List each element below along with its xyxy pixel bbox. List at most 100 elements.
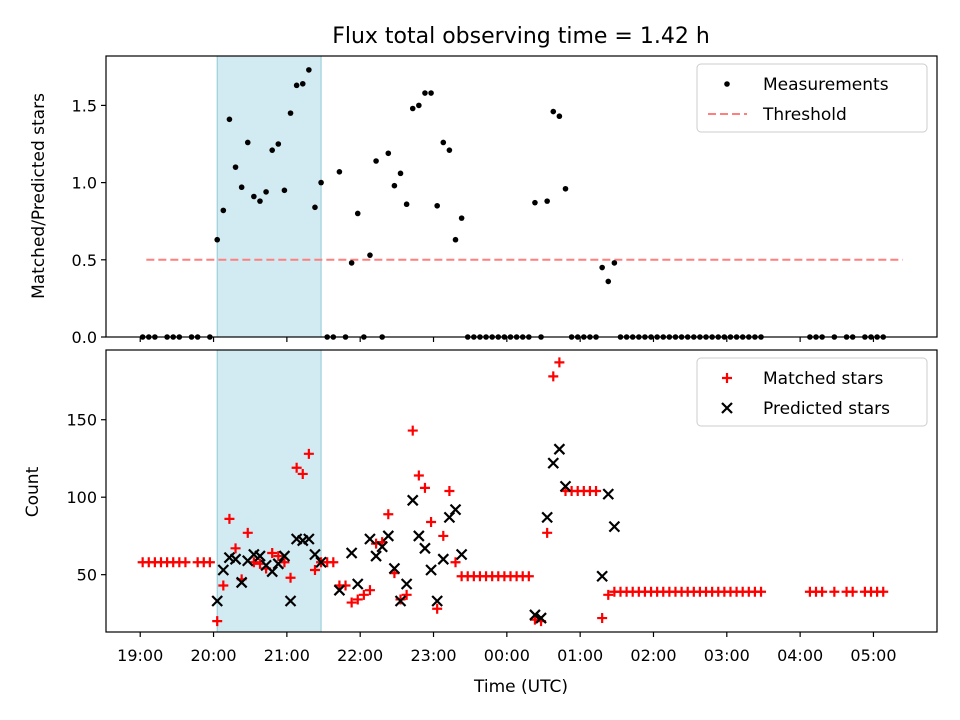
top-y-tick-label: 0.5 — [72, 251, 97, 270]
top-observing-window-band — [216, 55, 322, 338]
measurement-point — [257, 198, 263, 204]
matched-star-point — [413, 470, 424, 481]
predicted-star-point — [309, 548, 321, 561]
measurement-point — [397, 170, 404, 177]
matched-star-point — [180, 557, 191, 568]
predicted-star-point — [596, 570, 608, 582]
measurement-point — [385, 150, 392, 157]
top-legend-label: Threshold — [762, 105, 847, 125]
predicted-star-point — [382, 530, 395, 542]
measurement-point — [348, 260, 355, 266]
matched-star-point — [297, 468, 308, 479]
matched-star-point — [267, 547, 278, 558]
measurement-point — [550, 108, 557, 115]
predicted-star-point — [400, 578, 413, 590]
predicted-star-point — [266, 565, 278, 578]
matched-star-point — [847, 586, 858, 597]
predicted-star-point — [449, 503, 462, 516]
predicted-star-point — [229, 553, 242, 565]
measurement-point — [416, 102, 422, 109]
matched-star-point — [204, 557, 215, 568]
predicted-star-point — [455, 548, 468, 561]
measurement-point — [269, 147, 276, 153]
measurement-point — [367, 252, 373, 258]
measurement-point — [244, 139, 251, 146]
matched-star-point — [212, 616, 223, 627]
predicted-star-point — [602, 488, 615, 500]
measurement-point — [452, 236, 459, 243]
matched-star-point — [591, 486, 602, 496]
bottom-observing-window-band — [216, 349, 322, 633]
predicted-star-point — [437, 553, 450, 565]
measurement-point — [232, 164, 239, 170]
predicted-star-point — [529, 609, 541, 621]
measurement-point — [306, 67, 312, 73]
bottom-y-axis-label: Count — [23, 466, 43, 517]
bottom-y-tick-label: 150 — [66, 411, 97, 430]
measurement-point — [391, 182, 398, 189]
measurement-point — [220, 207, 227, 214]
matched-star-point — [285, 572, 296, 583]
top-y-tick-label: 0.0 — [72, 328, 97, 347]
bottom-legend: Matched stars Predicted stars — [696, 357, 928, 427]
matched-star-point — [218, 580, 229, 591]
matched-star-point — [548, 371, 559, 382]
measurement-point — [226, 116, 233, 123]
measurement-point — [562, 185, 569, 192]
x-tick-label: 21:00 — [264, 646, 310, 665]
measurement-point — [446, 147, 453, 153]
matched-star-point — [756, 586, 767, 597]
predicted-star-point — [376, 541, 388, 553]
predicted-star-point — [541, 511, 553, 524]
measurement-point — [556, 113, 563, 120]
bottom-panel: 50 100 150 19:00 20:00 21:00 22:00 23:00 00:00 01… — [66, 349, 938, 665]
measurement-point — [275, 141, 282, 147]
matched-star-point — [352, 594, 363, 605]
bottom-legend-label: Predicted stars — [763, 399, 890, 419]
bottom-legend-box — [696, 357, 928, 427]
matched-star-point — [554, 357, 565, 368]
measurement-point — [281, 187, 288, 194]
matched-star-point — [829, 586, 840, 597]
x-tick-label: 19:00 — [117, 646, 163, 665]
matched-star-point — [328, 557, 339, 568]
matched-star-point — [450, 557, 461, 568]
matched-star-point — [419, 482, 430, 493]
predicted-star-point — [553, 443, 566, 455]
matched-star-point — [291, 462, 302, 473]
top-legend: Measurements Threshold — [696, 63, 928, 133]
x-tick-label: 01:00 — [557, 646, 603, 665]
measurement-point — [544, 198, 550, 204]
bottom-y-tick-label: 100 — [66, 488, 97, 507]
measurement-point — [440, 139, 447, 146]
predicted-star-point — [394, 595, 407, 607]
x-tick-label: 05:00 — [850, 646, 896, 665]
predicted-star-point — [431, 595, 443, 607]
measurement-point — [312, 204, 318, 211]
measurement-point — [458, 215, 465, 221]
predicted-star-point — [333, 584, 346, 596]
measurement-point — [251, 193, 257, 200]
top-y-tick-label: 1.5 — [72, 96, 97, 115]
matched-star-point — [426, 516, 437, 527]
matched-star-point — [340, 580, 351, 591]
matched-star-point — [230, 543, 241, 554]
matched-star-point — [432, 603, 443, 614]
measurement-point — [599, 264, 605, 271]
x-tick-label: 00:00 — [484, 646, 530, 665]
matched-star-point — [346, 597, 357, 608]
predicted-star-point — [388, 562, 401, 575]
bottom-axes-frame — [105, 349, 938, 633]
predicted-star-point — [419, 542, 431, 555]
predicted-star-point — [425, 564, 437, 576]
predicted-star-point — [284, 595, 297, 607]
measurement-point — [403, 201, 410, 208]
top-panel: 0.0 0.5 1.0 1.5 Measurements Threshold — [72, 55, 938, 347]
measurement-point — [532, 199, 538, 206]
predicted-star-point — [315, 556, 327, 569]
legend-measurement-marker — [724, 81, 730, 87]
predicted-star-point — [351, 578, 364, 590]
predicted-star-point — [254, 550, 266, 562]
predicted-star-point — [608, 520, 621, 533]
